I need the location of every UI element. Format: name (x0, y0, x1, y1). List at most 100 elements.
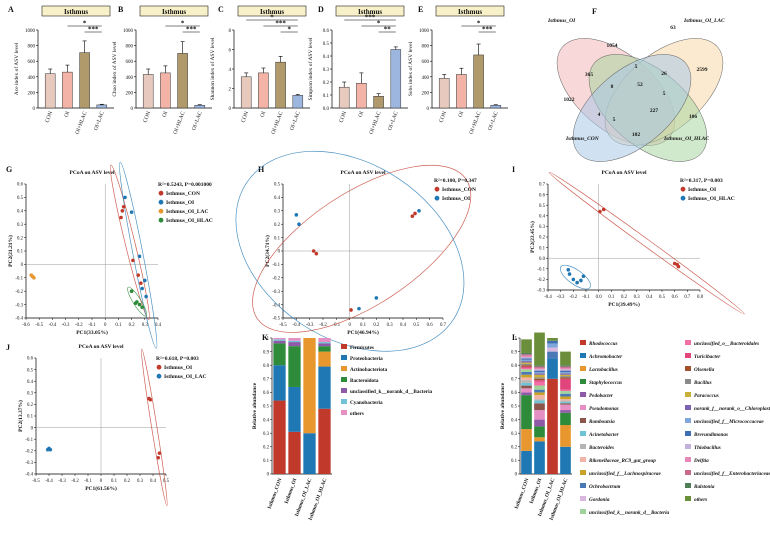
y-tick-label: -0.1 (272, 263, 280, 268)
legend-label: Achromobacter (588, 354, 623, 360)
stack-segment (288, 431, 301, 474)
y-tick-label: 0 (278, 250, 281, 255)
stack-segment (521, 367, 532, 370)
stack-segment (534, 373, 545, 375)
y-tick-label: 0.3 (539, 225, 546, 230)
stack-segment (521, 385, 532, 389)
significance-label: * (377, 20, 381, 28)
scatter-point (48, 447, 53, 452)
x-tick-label: 0.1 (111, 479, 118, 484)
y-tick-label: 600 (422, 60, 430, 65)
y-tick-label: -0.4 (272, 303, 280, 308)
legend-marker (156, 373, 162, 379)
x-tick-label: 0.5 (163, 479, 170, 484)
y-tick-label: 6 (229, 49, 232, 54)
x-tick-label: OI (162, 110, 170, 118)
stack-segment (534, 395, 545, 400)
venn-set-ellipse (572, 54, 692, 162)
stack-segment (521, 361, 532, 363)
scatter-point (32, 276, 36, 280)
legend-swatch (685, 340, 691, 345)
stack-segment (534, 399, 545, 401)
y-tick-label: -0.5 (272, 317, 280, 322)
stack-segment (521, 392, 532, 396)
significance-label: *** (275, 20, 286, 28)
x-tick-label: -0.1 (84, 479, 92, 484)
scatter-point (598, 209, 602, 214)
x-tick-label: CON (338, 111, 348, 124)
stack-segment (560, 410, 571, 413)
stack-segment (521, 354, 532, 356)
bar (456, 74, 467, 109)
x-tick-label: 0.3 (387, 323, 394, 328)
y-tick-label: 1 (515, 337, 518, 342)
stack-segment (534, 419, 545, 427)
y-tick-label: 800 (126, 45, 134, 50)
stack-segment (547, 378, 558, 474)
stack-segment (288, 386, 301, 432)
legend-label: Firmicutes (350, 345, 374, 351)
x-tick-label: 0.6 (427, 323, 434, 328)
stack-segment (521, 382, 532, 386)
stack-segment (534, 403, 545, 411)
x-tick-label: Isthmus_OI (284, 478, 299, 505)
y-tick-label: 0.5 (511, 405, 518, 410)
y-tick-label: 0.0 (539, 257, 546, 262)
scatter-point (136, 273, 140, 277)
scatter-point (139, 281, 143, 285)
stack-segment (560, 370, 571, 372)
x-tick-label: -0.4 (293, 323, 301, 328)
venn-set-label: Isthmus_OI_LAC (683, 18, 725, 24)
venn-count: 52 (637, 82, 643, 88)
y-tick-label: 0 (21, 263, 24, 268)
scatter-point (156, 455, 160, 460)
legend-label: Isthmus_OI (442, 196, 470, 202)
y-tick-label: 0.2 (323, 81, 330, 86)
y-tick-label: 800 (422, 45, 430, 50)
y-tick-label: 0.6 (17, 183, 24, 188)
title-box (237, 5, 307, 17)
x-tick-label: -0.2 (71, 479, 79, 484)
chart-title: PCoA on ASV level (79, 344, 124, 350)
bar-panel-B: Isthmus 0 200 400 600 800 1000 Chao index of AS… (111, 5, 212, 135)
legend-swatch (685, 353, 691, 358)
x-tick-label: 0.2 (621, 295, 628, 300)
stack-segment (534, 400, 545, 404)
legend-label: Lactobacillus (588, 367, 618, 373)
legend-swatch (685, 418, 691, 423)
panel-letter-F: F (592, 7, 597, 16)
stacked-panel-L: 0 0.1 0.2 0.3 0.4 0.5 0.6 0.7 0.8 0.9 1 Relative ab… (500, 332, 770, 521)
panel-letter-C: C (218, 5, 224, 14)
legend-swatch (580, 470, 586, 475)
y-tick-label: 0.4 (27, 380, 34, 385)
legend-swatch (341, 377, 347, 382)
y-axis-label: Simpson index of ASV level (307, 37, 314, 100)
title-box (335, 5, 405, 17)
scatter-point (374, 296, 379, 300)
scatter-point (575, 280, 579, 285)
y-tick-label: 0.5 (274, 183, 281, 188)
x-tick-label: 0.4 (155, 323, 162, 328)
bar-panel-D: Isthmus 0.0 0.1 0.2 0.3 0.4 0.5 0.6 Simpson inde… (307, 5, 408, 135)
stack-segment (288, 340, 301, 343)
y-tick-label: 0 (229, 107, 232, 112)
stack-segment (521, 388, 532, 393)
legend-label: Brevundimonas (693, 432, 728, 438)
stack-segment (521, 365, 532, 367)
legend-label: Turicibacter (694, 354, 721, 360)
legend-label: Ralstonia (694, 484, 715, 490)
y-tick-label: 0.1 (539, 246, 546, 251)
stack-segment (521, 339, 532, 353)
significance-label: * (287, 26, 291, 34)
venn-count: 63 (670, 25, 676, 31)
scatter-point (413, 211, 417, 216)
stack-segment (273, 340, 286, 344)
y-axis-label: PC2(21.21%) (7, 235, 14, 267)
stack-segment (288, 342, 301, 347)
scatter-point (567, 272, 572, 276)
significance-label: * (83, 20, 87, 28)
stack-segment (560, 403, 571, 405)
confidence-ellipse (127, 286, 148, 317)
stats-text: R²=0.618, P=0.003 (156, 356, 199, 362)
